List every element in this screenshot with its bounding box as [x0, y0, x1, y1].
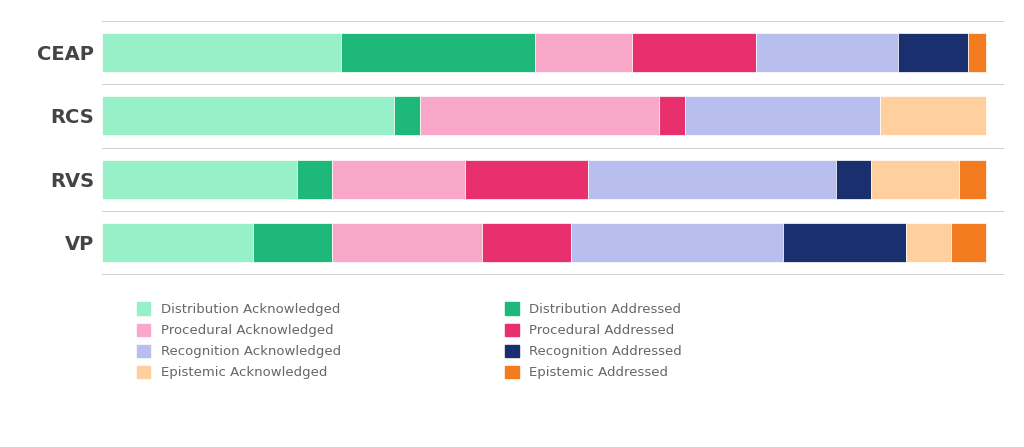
Bar — [341, 33, 536, 72]
Bar — [570, 223, 782, 262]
Bar — [685, 96, 880, 135]
Bar — [102, 33, 341, 72]
Bar — [950, 223, 986, 262]
Legend: Distribution Addressed, Procedural Addressed, Recognition Addressed, Epistemic A: Distribution Addressed, Procedural Addre… — [500, 297, 687, 385]
Bar — [536, 33, 633, 72]
Bar — [421, 96, 659, 135]
Bar — [659, 96, 685, 135]
Bar — [880, 96, 986, 135]
Bar — [482, 223, 570, 262]
Bar — [959, 160, 986, 199]
Bar — [253, 223, 332, 262]
Bar — [297, 160, 332, 199]
Bar — [968, 33, 986, 72]
Bar — [102, 160, 297, 199]
Bar — [633, 33, 756, 72]
Bar — [465, 160, 589, 199]
Bar — [332, 160, 465, 199]
Bar — [102, 96, 394, 135]
Bar — [102, 223, 253, 262]
Bar — [756, 33, 897, 72]
Bar — [906, 223, 950, 262]
Bar — [782, 223, 906, 262]
Bar — [589, 160, 836, 199]
Bar — [836, 160, 871, 199]
Bar — [332, 223, 482, 262]
Bar — [871, 160, 959, 199]
Bar — [897, 33, 968, 72]
Bar — [394, 96, 421, 135]
